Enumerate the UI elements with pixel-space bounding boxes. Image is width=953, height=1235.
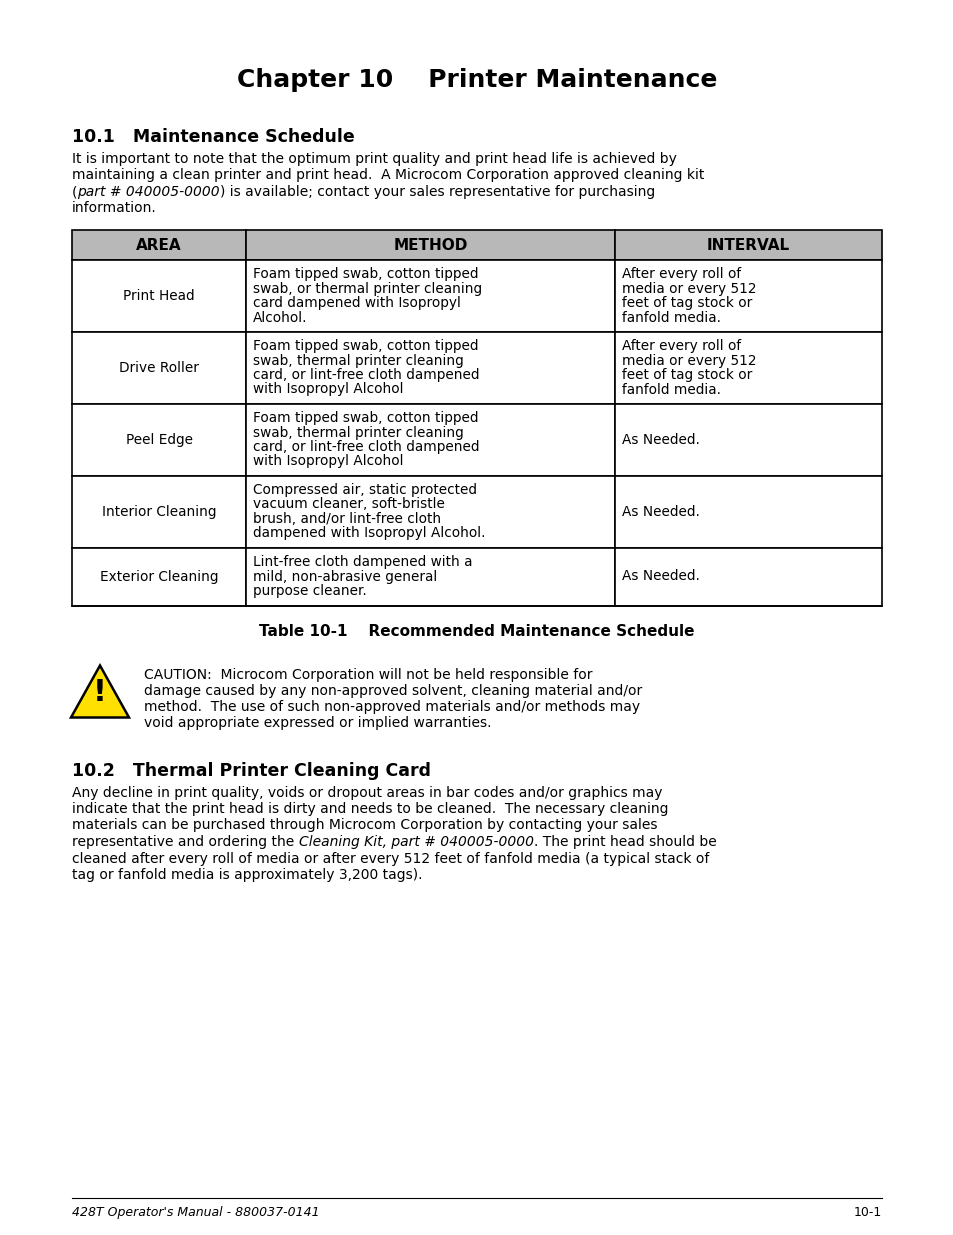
Bar <box>614 475 882 548</box>
Bar <box>71 332 246 404</box>
Text: Foam tipped swab, cotton tipped: Foam tipped swab, cotton tipped <box>253 338 478 353</box>
Text: Alcohol.: Alcohol. <box>253 310 307 325</box>
Text: purpose cleaner.: purpose cleaner. <box>253 584 367 598</box>
Polygon shape <box>71 666 129 718</box>
Text: !: ! <box>93 678 107 708</box>
Text: card dampened with Isopropyl: card dampened with Isopropyl <box>253 296 460 310</box>
Text: It is important to note that the optimum print quality and print head life is ac: It is important to note that the optimum… <box>71 152 677 165</box>
Text: Compressed air, static protected: Compressed air, static protected <box>253 483 476 496</box>
Text: swab, or thermal printer cleaning: swab, or thermal printer cleaning <box>253 282 482 295</box>
Text: As Needed.: As Needed. <box>621 432 699 447</box>
Text: METHOD: METHOD <box>393 237 467 252</box>
Bar <box>246 548 614 605</box>
Text: 10.2   Thermal Printer Cleaning Card: 10.2 Thermal Printer Cleaning Card <box>71 762 431 779</box>
Text: information.: information. <box>71 201 156 215</box>
Bar <box>71 548 246 605</box>
Text: part # 040005-0000: part # 040005-0000 <box>77 185 220 199</box>
Text: Cleaning Kit, part # 040005-0000: Cleaning Kit, part # 040005-0000 <box>298 835 533 848</box>
Text: After every roll of: After every roll of <box>621 267 740 282</box>
Text: tag or fanfold media is approximately 3,200 tags).: tag or fanfold media is approximately 3,… <box>71 868 422 882</box>
Text: media or every 512: media or every 512 <box>621 353 756 368</box>
Bar <box>614 404 882 475</box>
Text: After every roll of: After every roll of <box>621 338 740 353</box>
Text: with Isopropyl Alcohol: with Isopropyl Alcohol <box>253 454 403 468</box>
Text: fanfold media.: fanfold media. <box>621 310 720 325</box>
Bar <box>246 332 614 404</box>
Text: Lint-free cloth dampened with a: Lint-free cloth dampened with a <box>253 555 472 569</box>
Text: card, or lint-free cloth dampened: card, or lint-free cloth dampened <box>253 440 479 454</box>
Bar <box>246 475 614 548</box>
Bar <box>614 548 882 605</box>
Bar <box>71 404 246 475</box>
Text: swab, thermal printer cleaning: swab, thermal printer cleaning <box>253 426 463 440</box>
Text: Chapter 10    Printer Maintenance: Chapter 10 Printer Maintenance <box>236 68 717 91</box>
Text: 10-1: 10-1 <box>853 1207 882 1219</box>
Text: Interior Cleaning: Interior Cleaning <box>102 505 216 519</box>
Text: vacuum cleaner, soft-bristle: vacuum cleaner, soft-bristle <box>253 498 444 511</box>
Text: materials can be purchased through Microcom Corporation by contacting your sales: materials can be purchased through Micro… <box>71 819 657 832</box>
Text: maintaining a clean printer and print head.  A Microcom Corporation approved cle: maintaining a clean printer and print he… <box>71 168 703 183</box>
Text: (: ( <box>71 185 77 199</box>
Text: AREA: AREA <box>136 237 182 252</box>
Text: . The print head should be: . The print head should be <box>533 835 716 848</box>
Text: Any decline in print quality, voids or dropout areas in bar codes and/or graphic: Any decline in print quality, voids or d… <box>71 785 661 799</box>
Text: method.  The use of such non-approved materials and/or methods may: method. The use of such non-approved mat… <box>144 699 639 714</box>
Text: Print Head: Print Head <box>123 289 194 303</box>
Text: Drive Roller: Drive Roller <box>119 361 199 375</box>
Text: dampened with Isopropyl Alcohol.: dampened with Isopropyl Alcohol. <box>253 526 485 541</box>
Text: brush, and/or lint-free cloth: brush, and/or lint-free cloth <box>253 513 441 526</box>
Text: damage caused by any non-approved solvent, cleaning material and/or: damage caused by any non-approved solven… <box>144 683 641 698</box>
Text: cleaned after every roll of media or after every 512 feet of fanfold media (a ty: cleaned after every roll of media or aft… <box>71 851 709 866</box>
Text: indicate that the print head is dirty and needs to be cleaned.  The necessary cl: indicate that the print head is dirty an… <box>71 802 668 816</box>
Bar <box>246 404 614 475</box>
Text: 428T Operator's Manual - 880037-0141: 428T Operator's Manual - 880037-0141 <box>71 1207 319 1219</box>
Text: with Isopropyl Alcohol: with Isopropyl Alcohol <box>253 383 403 396</box>
Text: fanfold media.: fanfold media. <box>621 383 720 396</box>
Text: ) is available; contact your sales representative for purchasing: ) is available; contact your sales repre… <box>220 185 655 199</box>
Text: feet of tag stock or: feet of tag stock or <box>621 296 751 310</box>
Text: feet of tag stock or: feet of tag stock or <box>621 368 751 382</box>
Text: As Needed.: As Needed. <box>621 569 699 583</box>
Text: Foam tipped swab, cotton tipped: Foam tipped swab, cotton tipped <box>253 267 478 282</box>
Text: mild, non-abrasive general: mild, non-abrasive general <box>253 569 436 583</box>
Text: Foam tipped swab, cotton tipped: Foam tipped swab, cotton tipped <box>253 411 478 425</box>
Text: Peel Edge: Peel Edge <box>126 433 193 447</box>
Text: void appropriate expressed or implied warranties.: void appropriate expressed or implied wa… <box>144 715 491 730</box>
Text: Table 10-1    Recommended Maintenance Schedule: Table 10-1 Recommended Maintenance Sched… <box>259 624 694 638</box>
Text: Exterior Cleaning: Exterior Cleaning <box>100 569 218 584</box>
Text: representative and ordering the: representative and ordering the <box>71 835 298 848</box>
Text: As Needed.: As Needed. <box>621 505 699 519</box>
Text: INTERVAL: INTERVAL <box>706 237 789 252</box>
Text: CAUTION:  Microcom Corporation will not be held responsible for: CAUTION: Microcom Corporation will not b… <box>144 667 592 682</box>
Bar <box>614 230 882 261</box>
Text: swab, thermal printer cleaning: swab, thermal printer cleaning <box>253 353 463 368</box>
Bar <box>71 261 246 332</box>
Bar <box>71 475 246 548</box>
Text: 10.1   Maintenance Schedule: 10.1 Maintenance Schedule <box>71 128 355 146</box>
Text: card, or lint-free cloth dampened: card, or lint-free cloth dampened <box>253 368 479 382</box>
Bar <box>246 261 614 332</box>
Bar <box>71 230 246 261</box>
Text: media or every 512: media or every 512 <box>621 282 756 295</box>
Bar <box>614 332 882 404</box>
Bar <box>614 261 882 332</box>
Bar <box>246 230 614 261</box>
